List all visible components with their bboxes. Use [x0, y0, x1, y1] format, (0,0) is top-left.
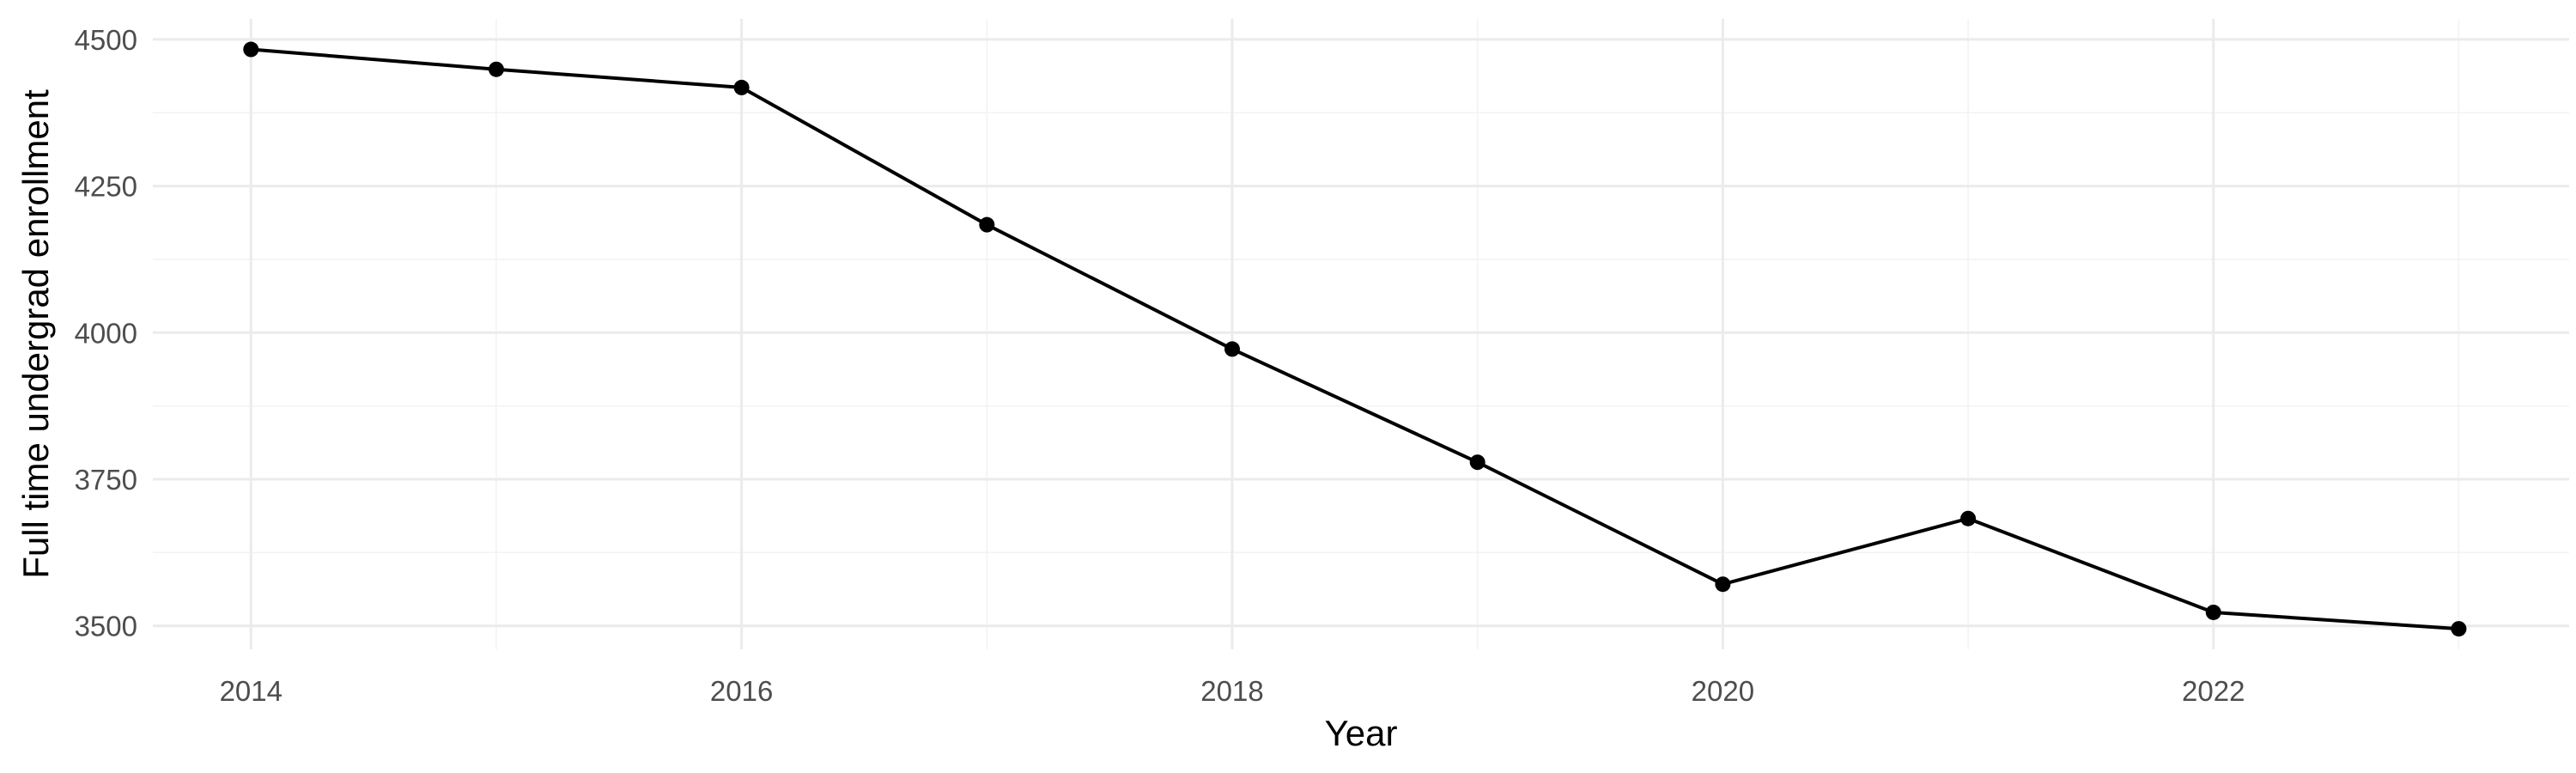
data-point-2014: [243, 41, 259, 58]
data-point-2023: [2451, 621, 2467, 637]
x-tick-label: 2018: [1200, 675, 1263, 707]
series-line: [251, 47, 2459, 631]
data-points: [243, 41, 2467, 637]
y-tick-label: 4000: [75, 317, 137, 349]
data-point-2016: [733, 79, 750, 95]
series-layer: [251, 47, 2459, 631]
y-tick-label: 3500: [75, 611, 137, 642]
data-point-2021: [1960, 510, 1977, 526]
data-point-2015: [488, 61, 504, 77]
data-point-2020: [1715, 576, 1731, 593]
y-axis-title: Full time undergrad enrollment: [15, 89, 56, 579]
data-point-2019: [1469, 454, 1485, 471]
x-tick-label: 2022: [2182, 675, 2245, 707]
x-tick-label: 2020: [1692, 675, 1754, 707]
data-point-2022: [2205, 604, 2221, 620]
y-tick-label: 4500: [75, 24, 137, 56]
x-axis-tick-labels: 2014 2016 2018 2020 2022: [220, 675, 2245, 707]
x-tick-label: 2014: [220, 675, 283, 707]
x-axis-title: Year: [1325, 713, 1398, 753]
data-point-2017: [979, 216, 995, 233]
x-tick-label: 2016: [710, 675, 773, 707]
grid-lines: [153, 19, 2569, 649]
data-point-2018: [1224, 341, 1241, 357]
y-axis-tick-labels: 3500 3750 4000 4250 4500: [75, 24, 137, 642]
y-tick-label: 4250: [75, 171, 137, 203]
y-tick-label: 3750: [75, 464, 137, 496]
